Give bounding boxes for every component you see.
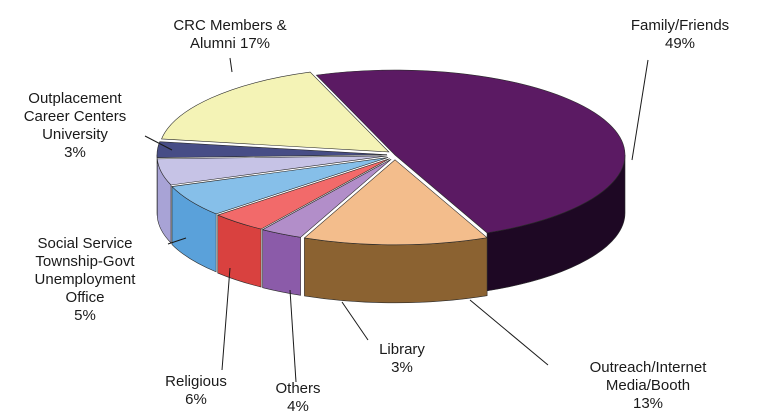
slice-label-line: Media/Booth bbox=[606, 377, 690, 394]
slice-top-7 bbox=[161, 71, 390, 153]
leader-line-4 bbox=[221, 267, 231, 371]
slice-label-1: Outreach/Internet Media/Booth 13% bbox=[590, 359, 708, 412]
leader-line-3 bbox=[289, 289, 297, 383]
slice-label-3: Others 4% bbox=[275, 380, 320, 415]
slice-label-line: 3% bbox=[64, 144, 86, 161]
leader-lines bbox=[144, 57, 649, 383]
slice-label-line: Alumni 17% bbox=[190, 35, 270, 52]
slice-label-line: Social Service bbox=[37, 235, 132, 252]
leader-line-7 bbox=[229, 57, 233, 73]
slice-label-7: CRC Members & Alumni 17% bbox=[173, 17, 286, 52]
slice-side-2 bbox=[262, 229, 301, 296]
slice-top-6 bbox=[156, 141, 388, 158]
slice-label-line: Family/Friends bbox=[631, 17, 729, 34]
slice-label-6: Outplacement Career Centers University 3% bbox=[24, 90, 127, 161]
slice-side-1 bbox=[304, 237, 488, 304]
slice-label-line: 49% bbox=[665, 35, 695, 52]
leader-line-2 bbox=[341, 301, 369, 341]
slice-label-line: Outreach/Internet bbox=[590, 359, 708, 376]
slice-top-1 bbox=[303, 159, 488, 246]
slice-label-line: Career Centers bbox=[24, 108, 127, 125]
leader-line-1 bbox=[469, 299, 549, 366]
slice-label-line: 6% bbox=[185, 391, 207, 408]
slice-top-5 bbox=[156, 155, 388, 186]
slice-top-0 bbox=[315, 69, 626, 234]
slice-label-2: Library 3% bbox=[379, 341, 425, 376]
leader-line-0 bbox=[631, 59, 649, 161]
slice-label-line: University bbox=[42, 126, 108, 143]
pie-tops bbox=[156, 69, 626, 246]
slice-label-0: Family/Friends 49% bbox=[631, 17, 729, 52]
slice-label-4: Religious 6% bbox=[165, 373, 227, 408]
slice-label-line: 3% bbox=[391, 359, 413, 376]
slice-label-line: Unemployment bbox=[35, 271, 137, 288]
slice-label-line: CRC Members & bbox=[173, 17, 286, 34]
leader-line-5 bbox=[167, 237, 187, 245]
slice-label-line: Others bbox=[275, 380, 320, 397]
slice-label-line: Outplacement bbox=[28, 90, 122, 107]
slice-label-line: Township-Govt bbox=[35, 253, 135, 270]
pie-sides bbox=[156, 154, 626, 304]
slice-top-3 bbox=[216, 158, 390, 230]
slice-top-2 bbox=[261, 158, 392, 238]
slice-labels: Family/Friends 49% Outreach/Internet Media/… bbox=[24, 17, 729, 415]
slice-label-line: 4% bbox=[287, 398, 309, 415]
slice-label-line: Office bbox=[66, 289, 105, 306]
slice-label-line: Library bbox=[379, 341, 425, 358]
slice-label-line: Religious bbox=[165, 373, 227, 390]
leader-line-6 bbox=[144, 135, 173, 151]
slice-label-5: Social Service Township-Govt Unemployment O… bbox=[35, 235, 137, 324]
slice-label-line: 13% bbox=[633, 395, 663, 412]
slice-top-4 bbox=[171, 157, 389, 215]
slice-label-line: 5% bbox=[74, 307, 96, 324]
